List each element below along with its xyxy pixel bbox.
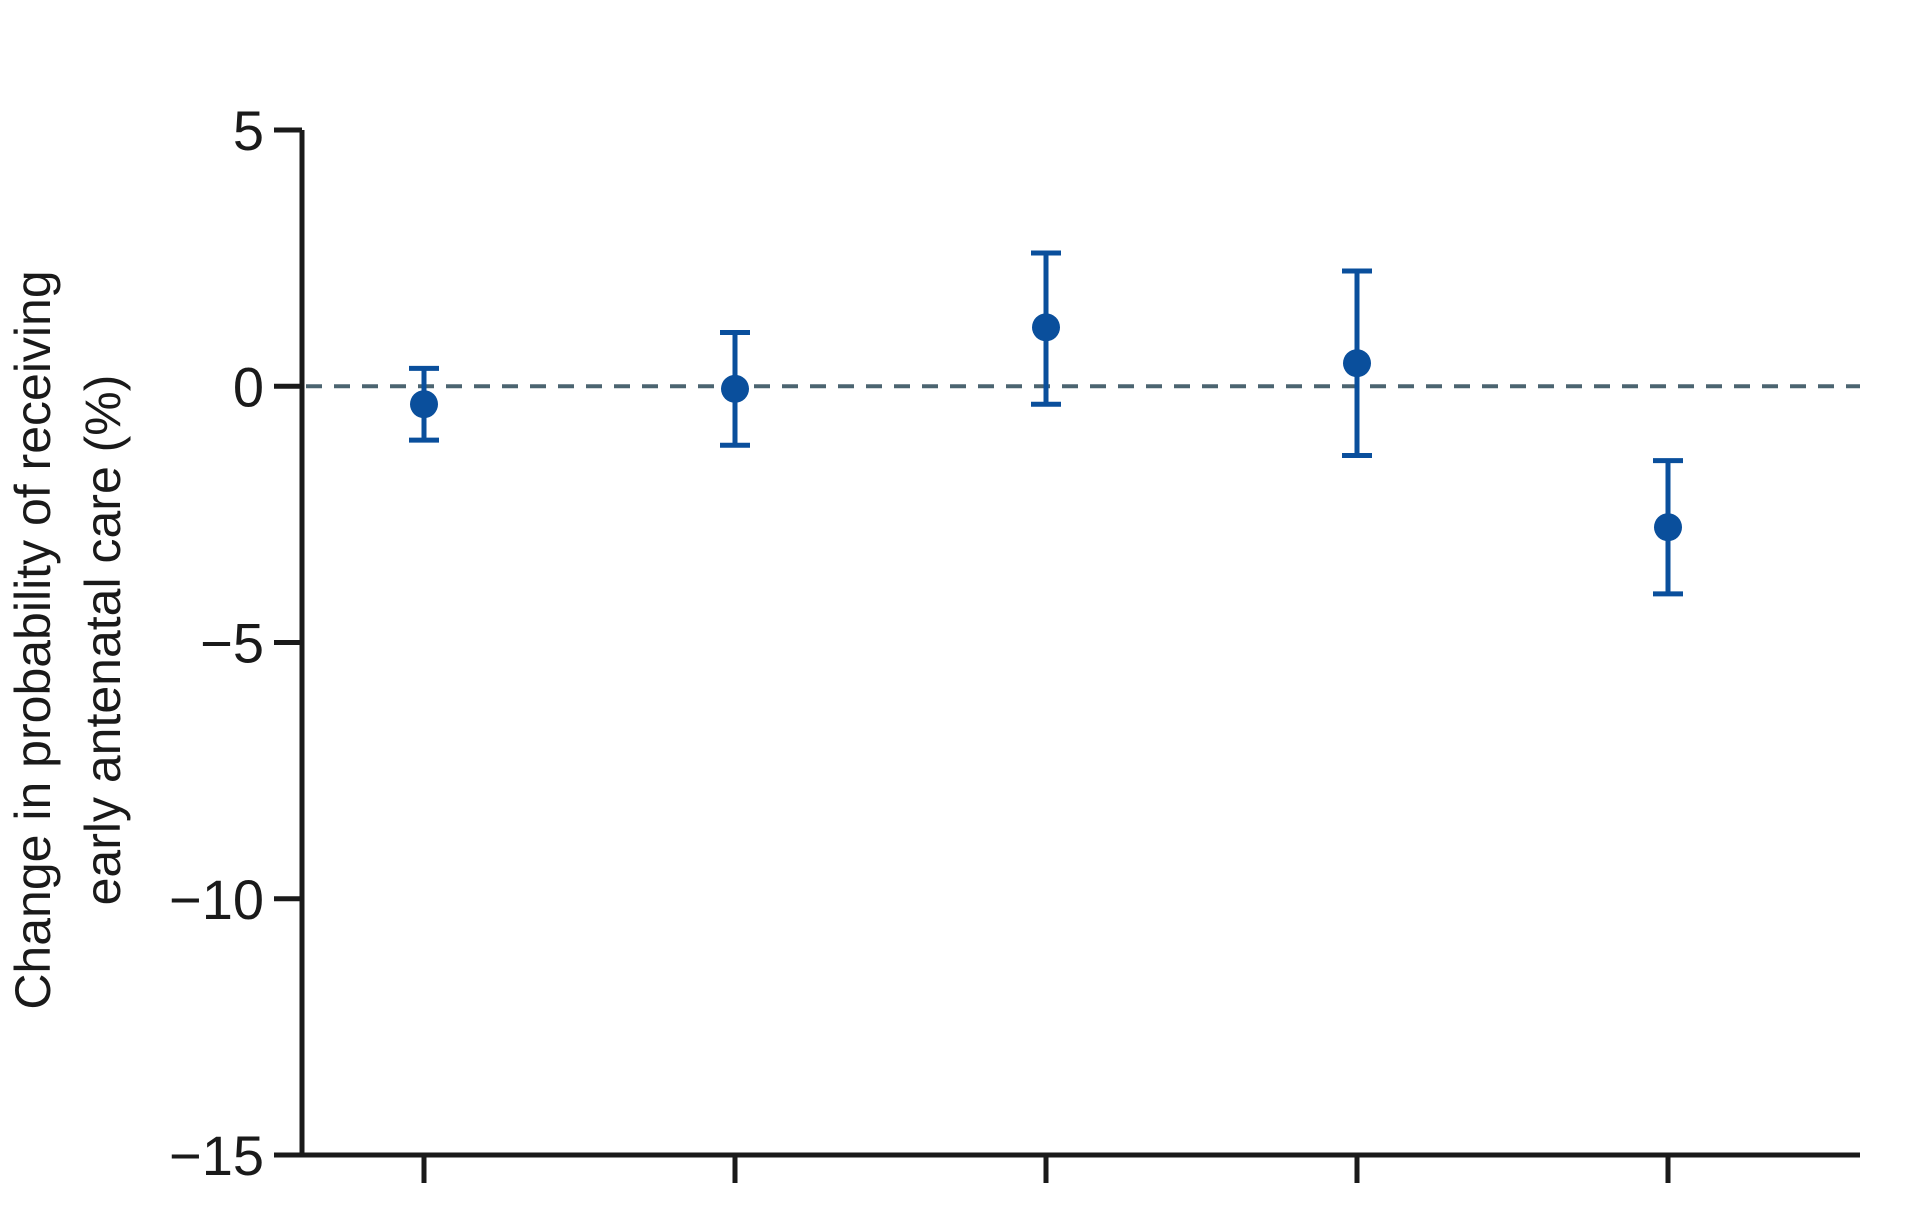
y-axis-title: Change in probability of receiving early… (5, 270, 131, 1009)
error-bar-group (1653, 458, 1683, 597)
data-point (721, 374, 749, 403)
data-points (409, 250, 1683, 597)
y-tick-label: −10 (169, 868, 264, 931)
data-point (1654, 513, 1682, 542)
y-axis-ticks: 5 0 −5 −10 −15 (169, 99, 302, 1187)
error-bar-group (720, 329, 750, 448)
y-tick-label: −5 (200, 612, 264, 675)
x-axis-ticks (421, 1155, 1671, 1183)
data-point (1032, 313, 1060, 342)
y-tick-label: 5 (233, 99, 264, 162)
data-point (1343, 349, 1371, 378)
y-axis-title-line-2: early antenatal care (%) (75, 375, 131, 906)
y-tick-label: 0 (233, 355, 264, 418)
y-axis-title-line-1: Change in probability of receiving (5, 270, 61, 1009)
error-bar-group (1031, 250, 1061, 407)
error-bar-group (1342, 268, 1372, 458)
y-tick-label: −15 (169, 1124, 264, 1187)
error-bar-group (409, 365, 439, 443)
data-point (410, 390, 438, 419)
